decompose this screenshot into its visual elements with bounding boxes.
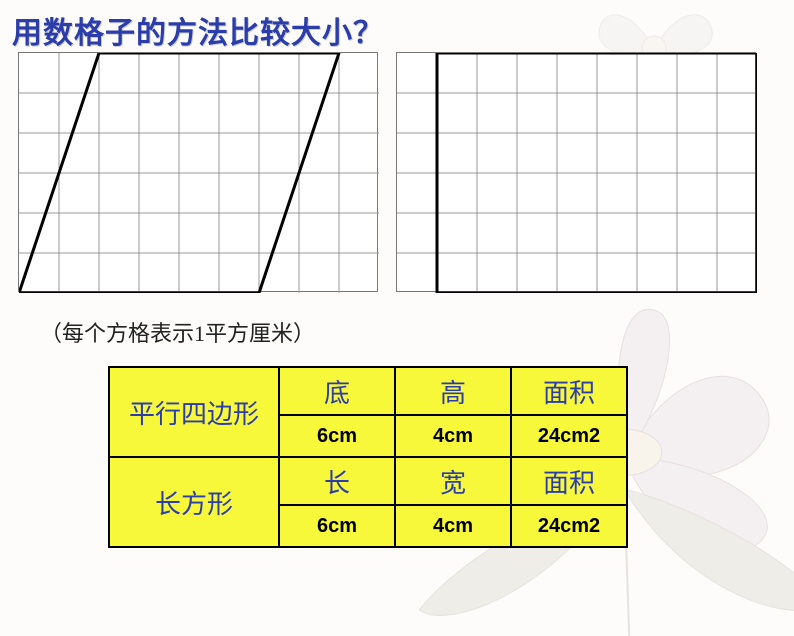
page-title: 用数格子的方法比较大小？ [12, 8, 384, 52]
grid-note: （每个方格表示1平方厘米） [40, 316, 315, 348]
col-header: 面积 [511, 457, 627, 505]
comparison-table: 平行四边形 底 高 面积 6cm 4cm 24cm2 长方形 长 宽 面积 6c… [108, 366, 628, 548]
col-header: 底 [279, 367, 395, 415]
col-header: 面积 [511, 367, 627, 415]
row-label-parallelogram: 平行四边形 [109, 367, 279, 457]
col-header: 长 [279, 457, 395, 505]
table-row: 长方形 长 宽 面积 [109, 457, 627, 505]
col-header: 高 [395, 367, 511, 415]
grid-left [18, 52, 378, 292]
grids-container [18, 52, 756, 292]
table-row: 平行四边形 底 高 面积 [109, 367, 627, 415]
col-value: 6cm [279, 415, 395, 457]
grid-svg [397, 53, 757, 293]
row-label-rectangle: 长方形 [109, 457, 279, 547]
grid-svg [19, 53, 379, 293]
grid-right [396, 52, 756, 292]
col-value: 24cm2 [511, 415, 627, 457]
col-value: 6cm [279, 505, 395, 547]
col-value: 4cm [395, 505, 511, 547]
col-value: 24cm2 [511, 505, 627, 547]
col-header: 宽 [395, 457, 511, 505]
col-value: 4cm [395, 415, 511, 457]
